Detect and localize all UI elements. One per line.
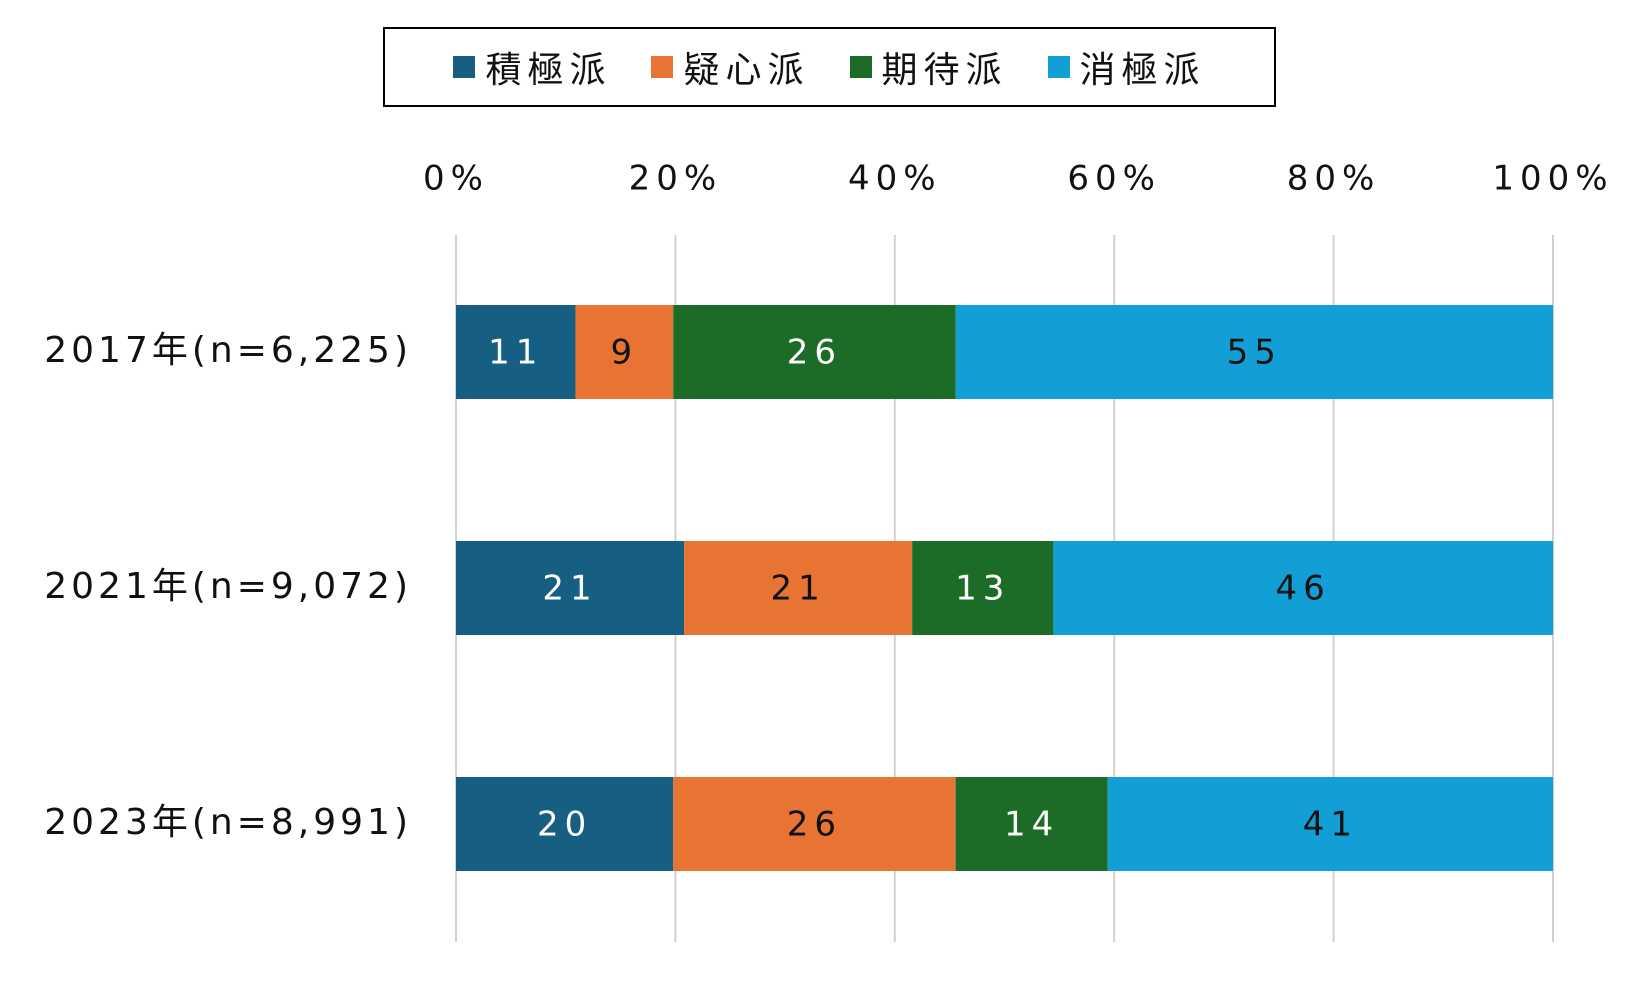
legend-label: 消極派 [1079, 50, 1206, 91]
data-label: 55 [1227, 333, 1282, 373]
x-tick-label: 40% [848, 159, 942, 199]
data-label: 9 [611, 333, 639, 373]
x-tick-label: 80% [1287, 159, 1381, 199]
bar-segment [673, 305, 956, 399]
legend-item: 積極派 [453, 41, 611, 93]
legend-item: 期待派 [849, 41, 1008, 93]
bar-segment [684, 541, 913, 635]
bar-segment [1053, 541, 1553, 635]
legend-swatch [1047, 56, 1070, 78]
data-label: 26 [787, 333, 842, 373]
data-label: 41 [1303, 805, 1358, 845]
bar-segment [575, 305, 674, 399]
legend: 積極派 疑心派 期待派 消極派 [383, 27, 1276, 107]
bar-segment [456, 777, 674, 871]
x-tick-label: 20% [629, 159, 723, 199]
bar-segment [912, 541, 1054, 635]
bar-segment [955, 777, 1108, 871]
legend-swatch [453, 56, 476, 78]
legend-label: 期待派 [881, 50, 1008, 91]
data-label: 26 [787, 805, 842, 845]
data-label: 21 [542, 569, 597, 609]
x-tick-label: 60% [1067, 159, 1161, 199]
legend-item: 疑心派 [651, 41, 809, 93]
data-label: 46 [1276, 569, 1331, 609]
category-label: 2017年(n=6,225) [44, 330, 412, 371]
x-tick-label: 100% [1492, 159, 1613, 199]
legend-swatch [651, 56, 674, 78]
bar-segment [456, 305, 576, 399]
bar-segment [456, 541, 685, 635]
data-label: 11 [488, 333, 543, 373]
bar-segment [955, 305, 1553, 399]
legend-label: 積極派 [485, 50, 612, 91]
bar-segment [673, 777, 956, 871]
legend-label: 疑心派 [683, 50, 810, 91]
bar-segment [1107, 777, 1553, 871]
category-label: 2023年(n=8,991) [44, 802, 412, 843]
data-label: 20 [537, 805, 592, 845]
data-label: 21 [771, 569, 826, 609]
category-label: 2021年(n=9,072) [44, 566, 412, 607]
x-tick-label: 0% [423, 159, 489, 199]
legend-item: 消極派 [1047, 41, 1206, 93]
legend-swatch [849, 56, 872, 78]
data-label: 13 [955, 569, 1010, 609]
data-label: 14 [1004, 805, 1059, 845]
